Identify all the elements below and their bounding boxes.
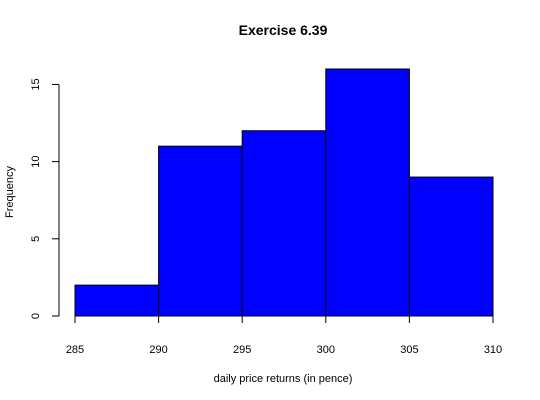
histogram-bar-295-300 xyxy=(241,130,327,317)
y-axis: 0 5 10 15 xyxy=(30,78,60,319)
y-tick-label-0: 0 xyxy=(30,313,42,319)
histogram-bar-305-310 xyxy=(408,176,494,317)
x-tick-label-310: 310 xyxy=(484,344,502,356)
bars-group xyxy=(74,68,494,317)
x-tick-label-295: 295 xyxy=(233,344,251,356)
x-axis: 285 290 295 300 305 310 xyxy=(66,315,502,356)
x-tick-label-300: 300 xyxy=(317,344,335,356)
histogram-bar-285-290 xyxy=(74,284,160,317)
histogram-bar-300-305 xyxy=(325,68,410,317)
y-tick-label-15: 15 xyxy=(30,78,42,90)
x-tick-label-305: 305 xyxy=(400,344,418,356)
y-axis-label: Frequency xyxy=(4,166,16,218)
y-tick-label-5: 5 xyxy=(30,236,42,242)
y-tick-label-10: 10 xyxy=(30,156,42,168)
x-axis-label: daily price returns (in pence) xyxy=(214,373,353,385)
x-tick-label-285: 285 xyxy=(66,344,84,356)
histogram-bar-290-295 xyxy=(158,145,243,317)
chart-title: Exercise 6.39 xyxy=(239,22,328,38)
x-tick-label-290: 290 xyxy=(149,344,167,356)
